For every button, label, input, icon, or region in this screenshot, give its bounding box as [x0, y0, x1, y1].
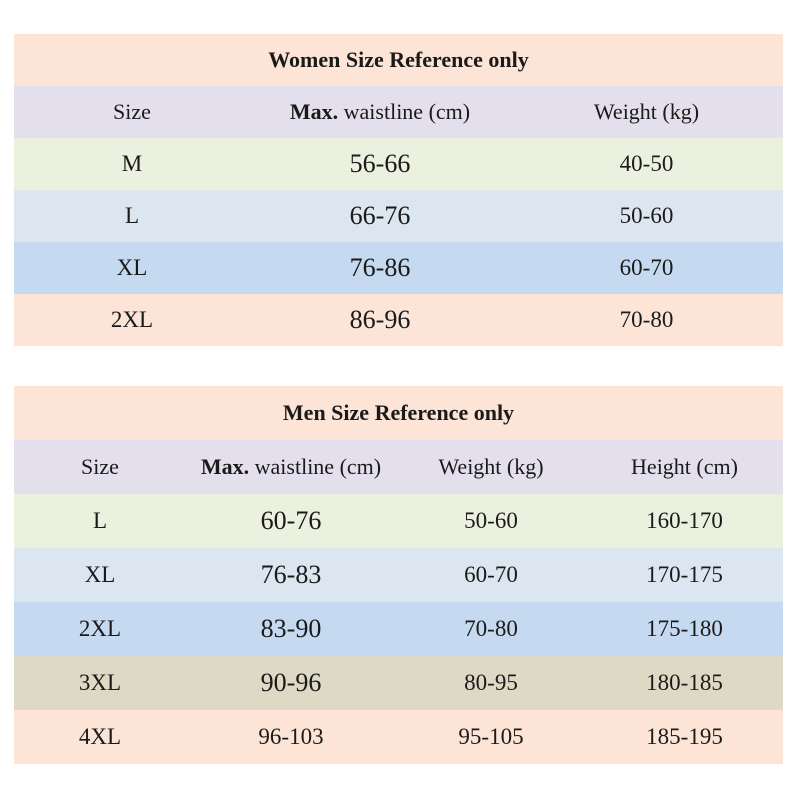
men-height-cell: 180-185: [646, 670, 723, 695]
women-header-waist-text: waistline (cm): [338, 99, 471, 124]
women-waist-cell: 66-76: [349, 201, 411, 230]
men-table-title-row: Men Size Reference only: [14, 386, 783, 440]
men-size-cell: 3XL: [78, 670, 122, 695]
men-waist-cell: 76-83: [260, 560, 322, 589]
women-header-waist-bold: Max.: [289, 99, 339, 124]
women-weight-cell: 60-70: [619, 255, 674, 280]
women-header-row: Size Max. waistline (cm) Weight (kg): [14, 86, 783, 138]
men-header-height: Height (cm): [631, 454, 738, 479]
men-height-cell: 185-195: [646, 724, 723, 749]
men-weight-cell: 70-80: [464, 616, 518, 641]
men-height-cell: 175-180: [646, 616, 723, 641]
men-size-cell: 2XL: [78, 616, 122, 641]
men-height-cell: 170-175: [646, 562, 723, 587]
men-weight-cell: 95-105: [458, 724, 524, 749]
women-weight-cell: 40-50: [619, 151, 674, 176]
men-waist-cell: 60-76: [260, 506, 322, 535]
table-row: 4XL 96-103 95-105 185-195: [14, 710, 783, 764]
women-size-cell: L: [124, 203, 140, 228]
men-size-cell: 4XL: [78, 724, 122, 749]
women-table-title: Women Size Reference only: [268, 47, 529, 72]
women-table-title-row: Women Size Reference only: [14, 34, 783, 86]
table-row: XL 76-83 60-70 170-175: [14, 548, 783, 602]
men-waist-cell: 90-96: [260, 668, 322, 697]
women-waist-cell: 86-96: [349, 305, 411, 334]
women-size-cell: XL: [116, 255, 148, 280]
men-height-cell: 160-170: [646, 508, 723, 533]
women-header-waist: Max. waistline (cm): [250, 99, 510, 125]
table-row: L 60-76 50-60 160-170: [14, 494, 783, 548]
men-size-cell: L: [92, 508, 108, 533]
men-header-waist: Max. waistline (cm): [186, 454, 396, 480]
men-header-row: Size Max. waistline (cm) Weight (kg) Hei…: [14, 440, 783, 494]
table-row: L 66-76 50-60: [14, 190, 783, 242]
table-row: 2XL 86-96 70-80: [14, 294, 783, 346]
men-waist-cell: 83-90: [260, 614, 322, 643]
women-header-size: Size: [113, 99, 151, 124]
men-size-cell: XL: [84, 562, 116, 587]
table-row: M 56-66 40-50: [14, 138, 783, 190]
men-header-weight: Weight (kg): [438, 454, 544, 479]
women-size-cell: M: [121, 151, 143, 176]
women-weight-cell: 50-60: [619, 203, 674, 228]
women-waist-cell: 76-86: [349, 253, 411, 282]
women-size-table: Women Size Reference only Size Max. wais…: [14, 34, 783, 346]
table-row: XL 76-86 60-70: [14, 242, 783, 294]
men-weight-cell: 80-95: [464, 670, 518, 695]
men-size-table: Men Size Reference only Size Max. waistl…: [14, 386, 783, 764]
men-weight-cell: 50-60: [464, 508, 518, 533]
women-weight-cell: 70-80: [619, 307, 674, 332]
women-header-weight: Weight (kg): [593, 99, 700, 124]
men-header-size: Size: [81, 454, 119, 479]
table-row: 3XL 90-96 80-95 180-185: [14, 656, 783, 710]
women-size-cell: 2XL: [110, 307, 154, 332]
men-header-waist-bold: Max.: [200, 454, 250, 479]
women-waist-cell: 56-66: [349, 149, 411, 178]
men-waist-cell: 96-103: [258, 724, 324, 749]
men-table-title: Men Size Reference only: [282, 400, 515, 425]
men-header-waist-text: waistline (cm): [249, 454, 382, 479]
men-weight-cell: 60-70: [464, 562, 518, 587]
table-row: 2XL 83-90 70-80 175-180: [14, 602, 783, 656]
